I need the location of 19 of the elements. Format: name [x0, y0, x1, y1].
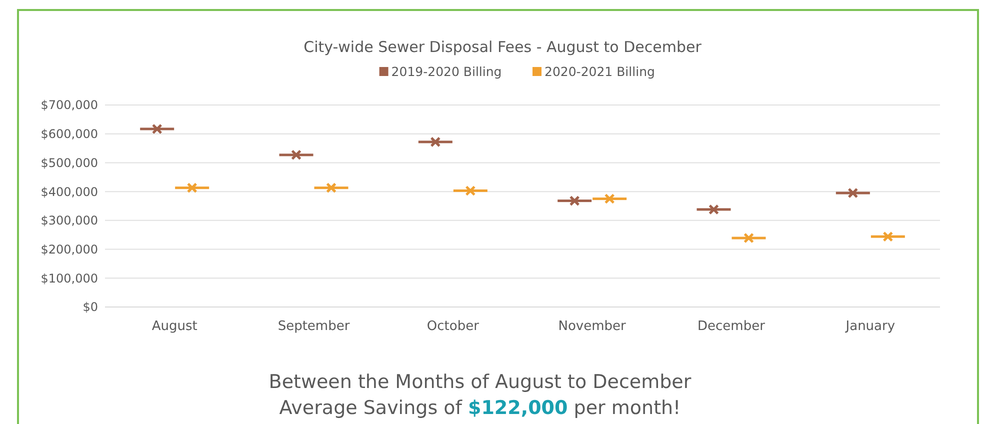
x-tick-label: November — [558, 319, 627, 334]
y-tick-label: $200,000 — [40, 242, 98, 256]
y-tick-label: $500,000 — [40, 156, 98, 170]
y-tick-label: $700,000 — [40, 98, 98, 112]
chart-title: City-wide Sewer Disposal Fees - August to December — [304, 38, 702, 56]
text: Average Savings of $122,000 per month! — [279, 397, 681, 419]
y-tick-label: $600,000 — [40, 127, 98, 142]
legend-label: 2019-2020 Billing — [391, 64, 502, 79]
y-tick-label: $300,000 — [40, 214, 98, 228]
legend-label: 2020-2021 Billing — [544, 64, 655, 79]
x-tick-label: October — [426, 319, 480, 334]
x-tick-label: January — [844, 319, 896, 334]
y-tick-label: $0 — [82, 300, 98, 314]
y-tick-label: $400,000 — [40, 184, 98, 199]
y-tick-label: $100,000 — [40, 271, 98, 286]
x-tick-label: September — [278, 319, 350, 334]
text: Between the Months of August to December — [268, 371, 692, 393]
x-tick-label: December — [698, 319, 766, 334]
x-tick-label: August — [152, 319, 198, 334]
